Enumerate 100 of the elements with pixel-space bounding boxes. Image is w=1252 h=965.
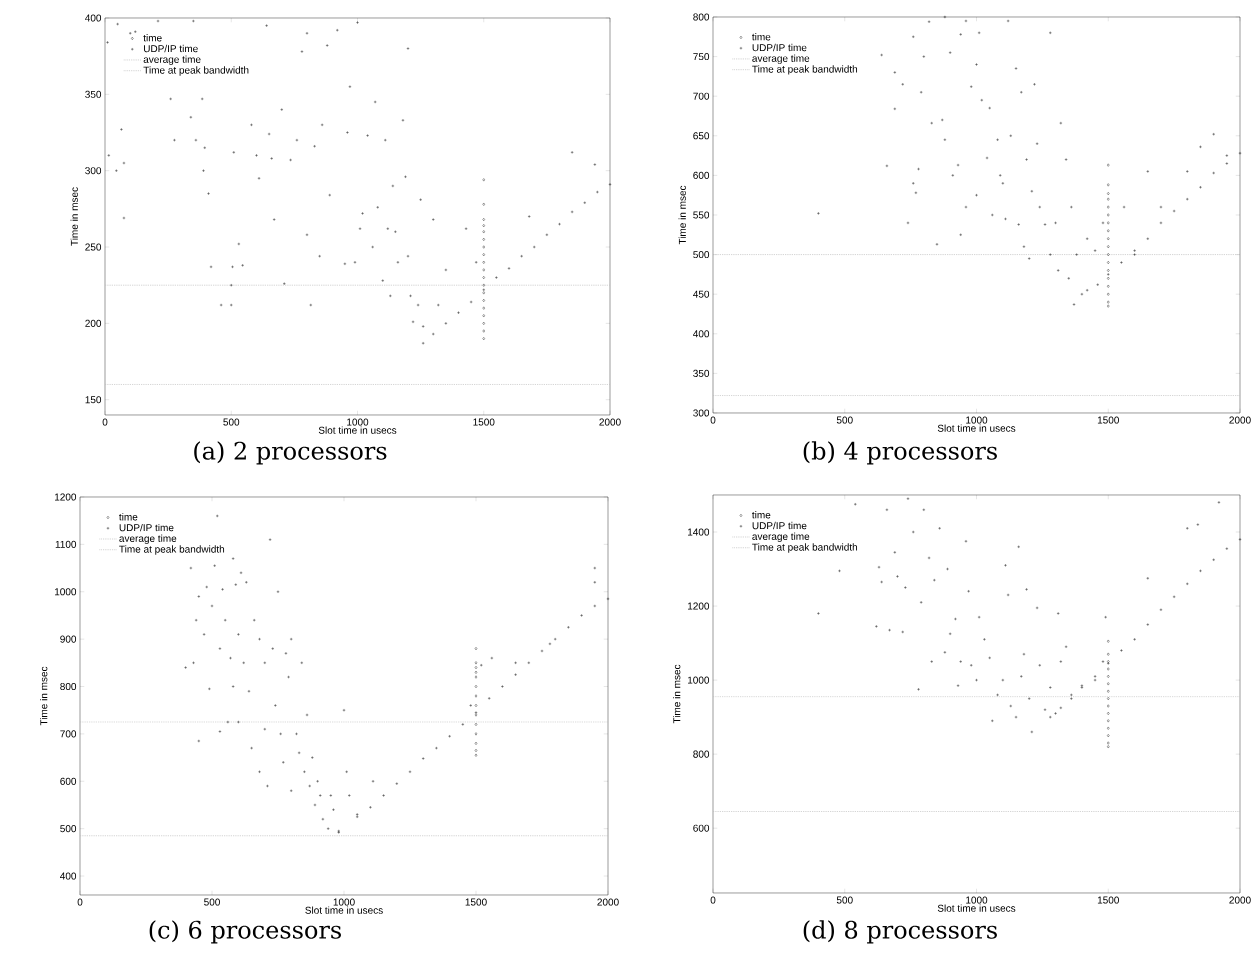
y-tick-label: 1100 — [55, 540, 77, 548]
point — [482, 298, 485, 302]
point — [1107, 741, 1110, 745]
y-tick-label: 400 — [693, 330, 710, 338]
point — [1107, 704, 1110, 708]
legend-label: average time — [752, 532, 810, 542]
legend-label: average time — [143, 55, 201, 65]
legend-label: average time — [752, 54, 810, 64]
x-tick-label: 1000 — [347, 418, 369, 426]
point — [1107, 268, 1110, 272]
point — [482, 230, 485, 234]
y-tick-label: 650 — [693, 132, 710, 140]
point — [482, 283, 485, 287]
point — [1107, 660, 1110, 664]
point — [482, 260, 485, 264]
point — [482, 306, 485, 310]
x-tick-label: 2000 — [599, 418, 621, 426]
point — [482, 276, 485, 280]
y-axis-title: Time in msec — [673, 664, 681, 724]
point — [1107, 674, 1110, 678]
x-tick-label: 1000 — [333, 898, 355, 906]
y-tick-label: 150 — [85, 396, 102, 404]
point — [1107, 652, 1110, 656]
point — [1107, 682, 1110, 686]
legend-label: Time at peak bandwidth — [119, 545, 225, 555]
point — [1107, 689, 1110, 693]
text: (a) 2 processors — [194, 441, 387, 465]
x-tick-label: 1500 — [473, 418, 495, 426]
legend-label: Time at peak bandwidth — [752, 65, 858, 75]
y-axis-title: Time in msec — [40, 666, 48, 726]
y-tick-label: 500 — [693, 251, 710, 259]
point — [482, 329, 485, 333]
y-tick-label: 600 — [60, 777, 77, 785]
x-tick-label: 500 — [223, 418, 240, 426]
y-tick-label: 750 — [693, 53, 710, 61]
point — [1107, 197, 1110, 201]
y-axis-title: Time in msec — [678, 185, 686, 245]
y-tick-label: 1000 — [688, 676, 710, 684]
point — [1107, 667, 1110, 671]
point — [1107, 163, 1110, 167]
legend-label: time — [143, 34, 162, 42]
x-axis-title: Slot time in usecs — [318, 426, 397, 434]
point — [1107, 213, 1110, 217]
point — [474, 661, 478, 665]
y-tick-label: 1000 — [55, 588, 77, 596]
point — [1107, 245, 1110, 249]
point — [482, 253, 485, 257]
legend-label: time — [119, 513, 138, 521]
y-tick-label: 300 — [85, 167, 102, 175]
point — [482, 202, 485, 206]
point — [1107, 300, 1110, 304]
point — [482, 291, 485, 295]
y-tick-label: 800 — [693, 13, 710, 21]
point — [1107, 237, 1110, 241]
legend-label: Time at peak bandwidth — [752, 543, 858, 553]
point — [1107, 711, 1110, 715]
point — [1107, 304, 1110, 308]
y-tick-label: 250 — [85, 243, 102, 251]
point — [482, 337, 485, 341]
x-axis-title: Slot time in usecs — [305, 906, 383, 914]
legend-label: UDP/IP time — [752, 43, 807, 52]
point — [482, 321, 485, 325]
point — [1107, 192, 1110, 196]
x-tick-label: 0 — [102, 418, 108, 426]
point — [1107, 745, 1110, 749]
y-tick-label: 350 — [85, 90, 102, 98]
y-tick-label: 700 — [693, 92, 710, 100]
point — [1107, 229, 1110, 233]
point — [1107, 183, 1110, 187]
point — [1107, 726, 1110, 730]
point — [1107, 253, 1110, 257]
x-tick-label: 2000 — [597, 898, 619, 906]
point — [1107, 205, 1110, 209]
point — [1107, 276, 1110, 280]
y-tick-label: 600 — [693, 171, 710, 179]
x-tick-label: 1000 — [966, 896, 988, 904]
x-tick-label: 2000 — [1229, 896, 1251, 904]
y-tick-label: 800 — [60, 682, 77, 691]
point — [1107, 261, 1110, 264]
point — [482, 314, 485, 318]
point — [1107, 697, 1110, 701]
x-tick-label: 0 — [710, 416, 716, 424]
x-tick-label: 1500 — [1097, 416, 1119, 424]
legend-label: time — [752, 33, 771, 41]
y-tick-label: 200 — [85, 319, 102, 327]
point — [474, 694, 478, 698]
y-tick-label: 350 — [693, 369, 710, 377]
legend-label: Time at peak bandwidth — [143, 66, 249, 76]
point — [474, 732, 478, 736]
y-tick-label: 400 — [85, 14, 102, 22]
point — [474, 741, 478, 745]
y-tick-label: 1200 — [55, 493, 77, 501]
x-tick-label: 1000 — [966, 416, 988, 424]
point — [482, 178, 485, 182]
y-tick-label: 800 — [693, 750, 710, 758]
x-tick-label: 0 — [77, 898, 83, 906]
point — [1107, 719, 1110, 723]
point — [474, 748, 478, 752]
x-tick-label: 500 — [836, 416, 853, 424]
text: (d) 8 processors — [803, 920, 997, 944]
